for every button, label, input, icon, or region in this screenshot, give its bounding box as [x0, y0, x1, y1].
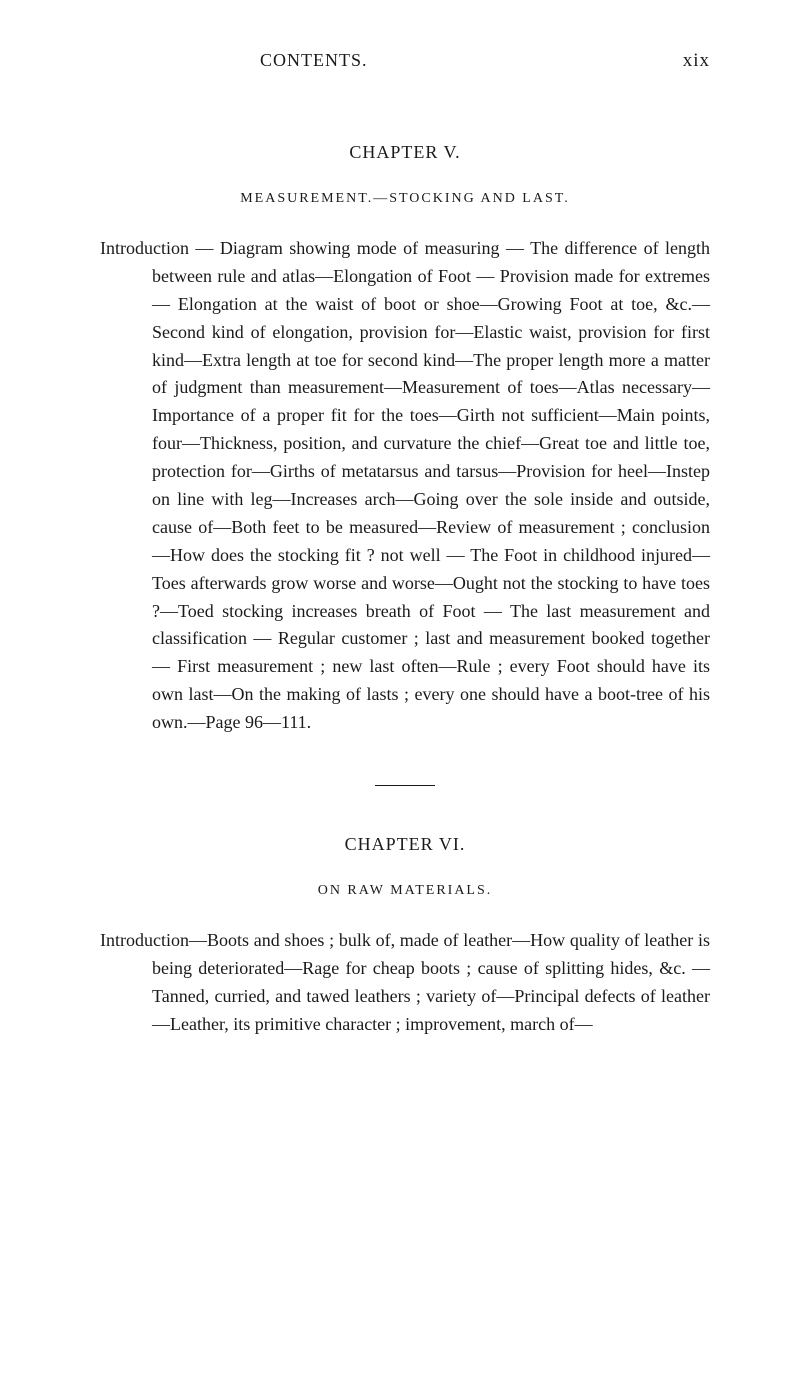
header-title: CONTENTS.: [260, 50, 368, 71]
section-divider: [375, 785, 435, 786]
chapter-6-heading: CHAPTER VI.: [100, 834, 710, 855]
chapter-5-subheading: MEASUREMENT.—STOCKING AND LAST.: [100, 191, 710, 207]
chapter-6-body: Introduction—Boots and shoes ; bulk of, …: [100, 927, 710, 1039]
page-header: CONTENTS. xix: [100, 50, 710, 72]
chapter-5-heading: CHAPTER V.: [100, 142, 710, 163]
page-number: xix: [683, 50, 710, 72]
chapter-6-subheading: ON RAW MATERIALS.: [100, 883, 710, 899]
chapter-5-body: Introduction — Diagram showing mode of m…: [100, 235, 710, 737]
